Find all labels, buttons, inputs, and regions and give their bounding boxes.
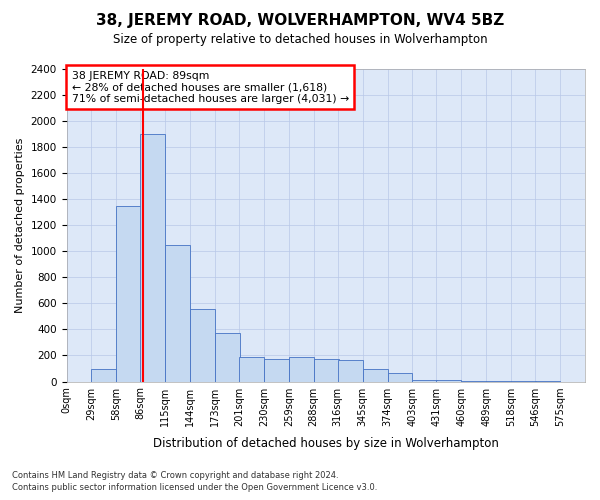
Text: 38 JEREMY ROAD: 89sqm
← 28% of detached houses are smaller (1,618)
71% of semi-d: 38 JEREMY ROAD: 89sqm ← 28% of detached …	[72, 70, 349, 104]
Bar	[388, 373, 412, 382]
Bar	[314, 358, 338, 382]
Text: Size of property relative to detached houses in Wolverhampton: Size of property relative to detached ho…	[113, 32, 487, 46]
Bar	[436, 380, 461, 382]
Y-axis label: Number of detached properties: Number of detached properties	[15, 138, 25, 313]
Bar	[412, 380, 437, 382]
Text: Contains public sector information licensed under the Open Government Licence v3: Contains public sector information licen…	[12, 483, 377, 492]
Bar	[116, 206, 141, 382]
Bar	[362, 368, 388, 382]
X-axis label: Distribution of detached houses by size in Wolverhampton: Distribution of detached houses by size …	[153, 437, 499, 450]
Bar	[338, 360, 362, 382]
Bar	[289, 358, 314, 382]
Bar	[239, 358, 264, 382]
Bar	[215, 332, 240, 382]
Bar	[140, 134, 165, 382]
Text: 38, JEREMY ROAD, WOLVERHAMPTON, WV4 5BZ: 38, JEREMY ROAD, WOLVERHAMPTON, WV4 5BZ	[96, 12, 504, 28]
Bar	[190, 308, 215, 382]
Bar	[91, 368, 116, 382]
Text: Contains HM Land Registry data © Crown copyright and database right 2024.: Contains HM Land Registry data © Crown c…	[12, 470, 338, 480]
Bar	[264, 358, 289, 382]
Bar	[165, 245, 190, 382]
